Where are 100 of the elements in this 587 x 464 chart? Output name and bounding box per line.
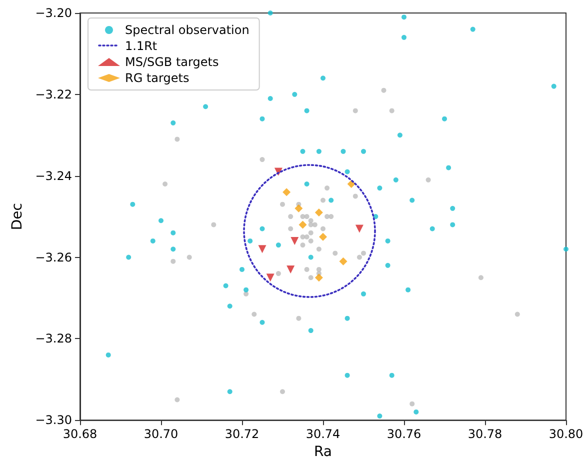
point	[340, 148, 346, 154]
point	[410, 401, 415, 406]
x-tick-label: 30.80	[548, 427, 584, 442]
point	[344, 316, 350, 321]
point	[316, 266, 322, 272]
point	[442, 116, 447, 122]
point	[328, 214, 334, 220]
point	[356, 254, 362, 260]
point	[320, 76, 326, 81]
point	[308, 218, 314, 224]
point	[316, 246, 322, 252]
point	[324, 186, 330, 191]
point	[352, 194, 358, 199]
point	[276, 271, 281, 276]
point	[312, 222, 318, 228]
x-tick-label: 30.72	[224, 427, 260, 442]
point	[290, 236, 299, 245]
point	[158, 218, 164, 224]
point	[244, 287, 249, 292]
point	[320, 198, 326, 203]
point	[328, 198, 334, 203]
point	[406, 287, 411, 292]
x-axis-title: Ra	[314, 444, 332, 460]
point	[410, 198, 415, 203]
point	[227, 389, 232, 394]
point	[150, 238, 156, 244]
point	[223, 283, 228, 288]
point	[162, 181, 168, 186]
y-tick-label: −3.30	[35, 413, 72, 428]
point	[126, 254, 132, 260]
point	[280, 389, 285, 394]
point	[402, 14, 406, 20]
point	[339, 257, 348, 266]
point	[244, 291, 249, 296]
point	[252, 312, 257, 317]
point	[355, 224, 364, 233]
point	[304, 108, 310, 114]
point	[260, 320, 265, 325]
x-tick-label: 30.78	[468, 427, 502, 442]
point	[332, 250, 338, 256]
point	[308, 275, 314, 280]
point	[294, 204, 303, 212]
point	[248, 238, 253, 244]
point	[389, 372, 394, 378]
point	[377, 186, 382, 191]
point	[170, 230, 176, 236]
x-tick-label: 30.68	[62, 427, 98, 442]
point	[319, 232, 327, 241]
point	[304, 214, 310, 220]
point	[300, 242, 306, 248]
point	[352, 108, 358, 114]
point	[292, 92, 298, 97]
point	[344, 169, 350, 174]
point	[450, 206, 456, 211]
point	[361, 148, 366, 154]
point	[280, 202, 285, 207]
point	[316, 148, 322, 154]
point	[402, 34, 406, 40]
point	[286, 265, 295, 274]
point	[308, 254, 314, 260]
point	[551, 84, 556, 89]
point	[381, 88, 386, 93]
point	[304, 266, 310, 272]
point	[470, 26, 476, 32]
y-tick-label: −3.20	[35, 6, 72, 20]
point	[106, 352, 111, 358]
y-tick-label: −3.22	[35, 87, 72, 102]
y-tick-label: −3.28	[35, 332, 72, 346]
point	[130, 202, 136, 207]
point	[389, 108, 394, 114]
point	[174, 397, 180, 402]
x-tick-label: 30.76	[386, 427, 422, 442]
point	[414, 409, 419, 414]
point	[170, 258, 176, 264]
legend-label: MS/SGB targets	[125, 55, 219, 69]
point	[170, 120, 176, 126]
x-tick-label: 30.70	[144, 427, 178, 442]
point	[450, 222, 456, 228]
point	[385, 238, 390, 244]
point	[304, 181, 310, 186]
point	[308, 230, 314, 236]
x-tick-label: 30.74	[306, 427, 340, 442]
point	[393, 177, 398, 182]
point	[268, 96, 273, 101]
point	[564, 246, 568, 252]
annotation: 1.1Rt	[125, 39, 158, 53]
point	[260, 157, 265, 162]
point	[258, 245, 266, 254]
point	[260, 116, 265, 122]
point	[260, 226, 265, 232]
point	[276, 242, 281, 248]
point	[361, 291, 366, 296]
legend-label: RG targets	[125, 71, 190, 85]
legend-label: Spectral observation	[125, 23, 250, 37]
point	[186, 254, 192, 260]
point	[288, 214, 294, 220]
point	[300, 148, 306, 154]
point	[361, 250, 366, 256]
point	[377, 414, 382, 419]
point	[308, 238, 314, 244]
